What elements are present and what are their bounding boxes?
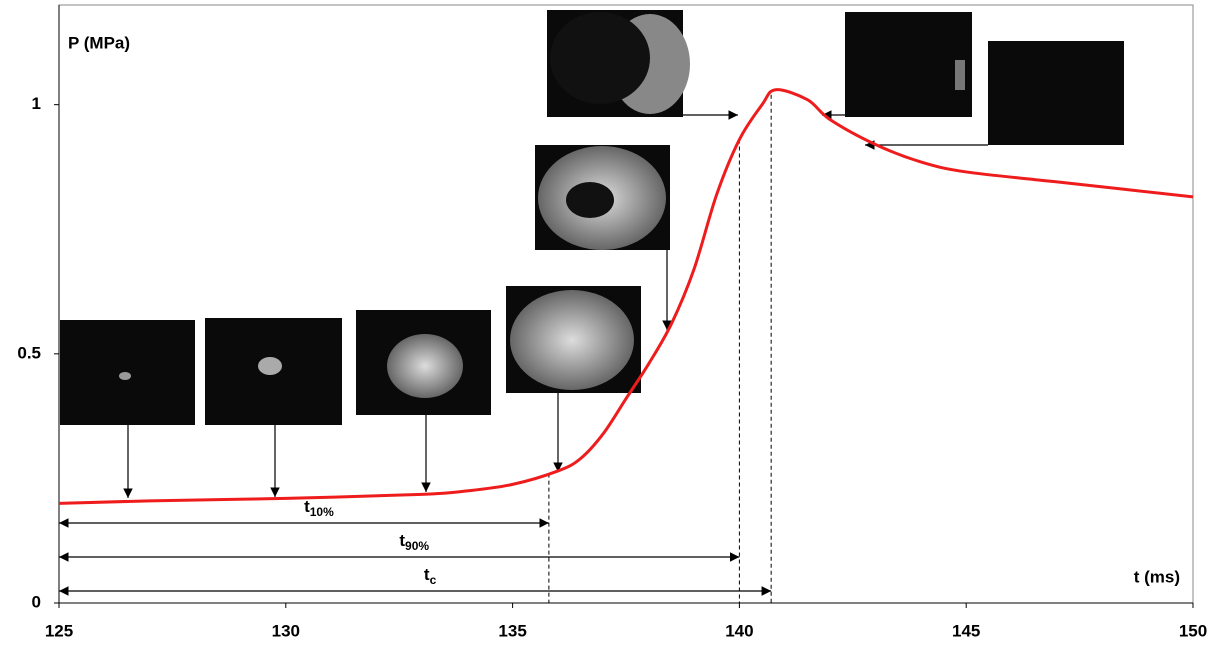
x-tick-label: 150 bbox=[1179, 621, 1207, 640]
frames bbox=[60, 10, 1124, 425]
duration-label: t10% bbox=[304, 497, 334, 519]
duration-symbol: t bbox=[304, 497, 310, 516]
duration-subscript: 90% bbox=[405, 539, 429, 553]
y-tick-label: 1 bbox=[32, 94, 41, 113]
duration-label: t90% bbox=[399, 531, 429, 553]
duration-symbol: t bbox=[424, 565, 430, 584]
duration-symbol: t bbox=[399, 531, 405, 550]
duration-label: tc bbox=[424, 565, 437, 587]
x-tick-label: 140 bbox=[725, 621, 753, 640]
pressure-line bbox=[58, 88, 1194, 505]
y-tick-label: 0 bbox=[32, 592, 41, 611]
duration-subscript: c bbox=[430, 573, 437, 587]
x-tick-label: 145 bbox=[952, 621, 980, 640]
y-tick-label: 0.5 bbox=[17, 343, 41, 362]
x-axis-label: t (ms) bbox=[1134, 567, 1180, 586]
duration-subscript: 10% bbox=[310, 505, 334, 519]
y-axis-label: P (MPa) bbox=[68, 33, 130, 52]
x-tick-label: 130 bbox=[272, 621, 300, 640]
x-tick-label: 135 bbox=[498, 621, 526, 640]
x-tick-label: 125 bbox=[45, 621, 73, 640]
frame-arrows bbox=[123, 110, 988, 498]
